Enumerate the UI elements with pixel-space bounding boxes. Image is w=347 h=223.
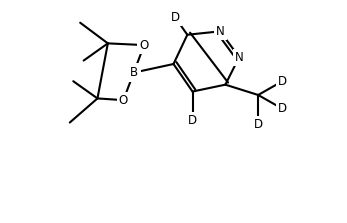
Text: D: D bbox=[254, 118, 263, 131]
Text: O: O bbox=[119, 94, 128, 107]
Text: N: N bbox=[216, 25, 225, 38]
Text: O: O bbox=[139, 39, 149, 52]
Text: D: D bbox=[278, 75, 287, 88]
Text: N: N bbox=[235, 51, 244, 64]
Text: D: D bbox=[188, 114, 197, 127]
Text: D: D bbox=[171, 11, 180, 24]
Text: D: D bbox=[278, 102, 287, 115]
Text: B: B bbox=[130, 66, 138, 79]
